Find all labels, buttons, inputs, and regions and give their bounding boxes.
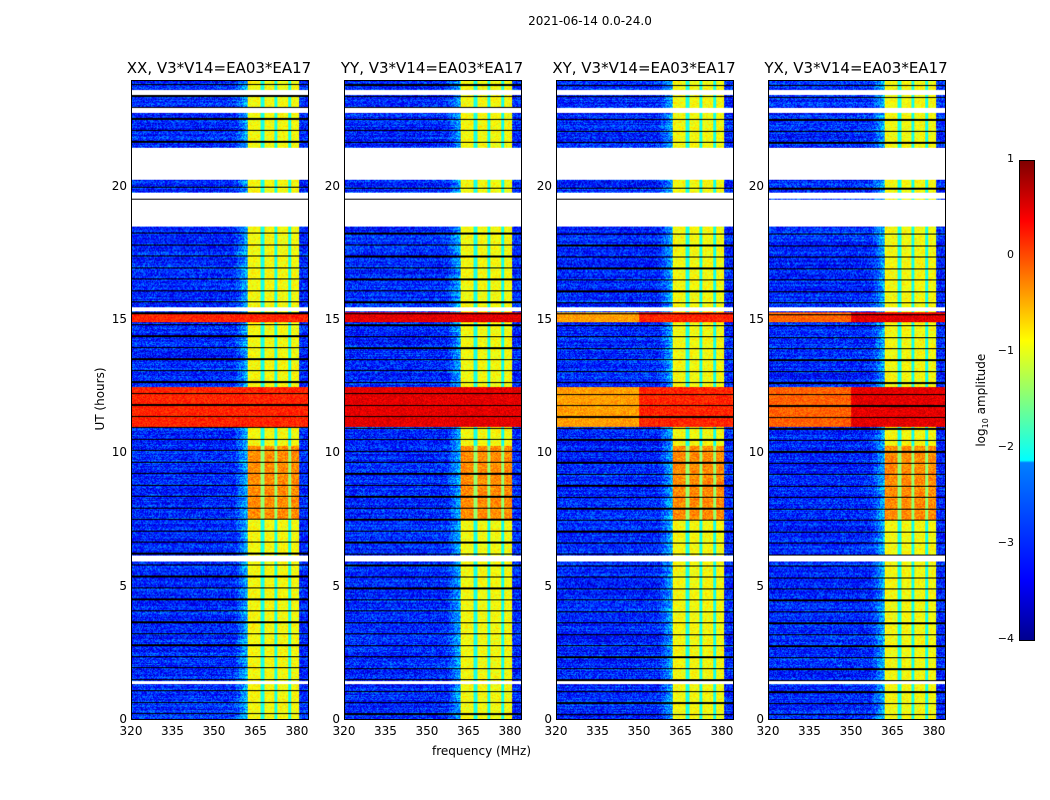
x-tick-label: 350 <box>415 724 439 738</box>
y-tick-label: 5 <box>332 578 340 593</box>
x-tick-label: 320 <box>332 724 356 738</box>
x-tick-label: 350 <box>202 724 226 738</box>
heatmap-panel <box>344 80 522 720</box>
colorbar-tick-label: 1 <box>1007 152 1014 165</box>
y-tick-label: 10 <box>324 445 340 460</box>
y-tick-label: 15 <box>748 312 764 326</box>
heatmap-panel <box>768 80 946 720</box>
panel-title: YX, V3*V14=EA03*EA17 <box>764 59 948 77</box>
heatmap-panel <box>131 80 309 720</box>
panel-title: YY, V3*V14=EA03*EA17 <box>340 59 524 77</box>
y-tick-label: 0 <box>544 712 552 726</box>
y-tick-label: 20 <box>324 178 340 193</box>
y-tick-label: 10 <box>111 445 127 460</box>
y-tick-label: 20 <box>111 178 127 193</box>
figure-title: 2021-06-14 0.0-24.0 <box>528 14 652 28</box>
heatmap-panel <box>556 80 734 720</box>
y-tick-label: 10 <box>536 445 552 460</box>
panel-title: XY, V3*V14=EA03*EA17 <box>552 59 736 77</box>
x-tick-label: 380 <box>710 724 734 738</box>
y-axis-label: UT (hours) <box>93 367 107 431</box>
y-tick-label: 5 <box>544 578 552 593</box>
x-tick-label: 320 <box>756 724 780 738</box>
colorbar-tick-label: −4 <box>997 632 1014 645</box>
x-tick-label: 320 <box>119 724 143 738</box>
x-tick-label: 335 <box>374 724 397 738</box>
x-tick-label: 380 <box>498 724 522 738</box>
x-axis-label: frequency (MHz) <box>432 744 532 758</box>
x-tick-label: 380 <box>285 724 309 738</box>
y-tick-label: 5 <box>119 578 127 593</box>
x-tick-label: 350 <box>627 724 651 738</box>
x-tick-label: 320 <box>544 724 568 738</box>
colorbar-tick-label: −3 <box>997 536 1014 549</box>
y-tick-label: 15 <box>536 312 552 326</box>
x-tick-label: 365 <box>669 724 692 738</box>
panel-title: XX, V3*V14=EA03*EA17 <box>126 59 312 77</box>
x-tick-label: 380 <box>922 724 946 738</box>
y-tick-label: 5 <box>756 578 764 593</box>
colorbar-tick-label: 0 <box>1007 248 1014 261</box>
y-tick-label: 10 <box>748 445 764 460</box>
x-tick-label: 335 <box>161 724 184 738</box>
x-tick-label: 335 <box>798 724 821 738</box>
y-tick-label: 0 <box>756 712 764 726</box>
y-tick-label: 0 <box>119 712 127 726</box>
x-tick-label: 365 <box>881 724 904 738</box>
colorbar <box>1019 160 1035 641</box>
y-tick-label: 20 <box>748 178 764 193</box>
colorbar-tick-label: −1 <box>997 344 1014 357</box>
y-tick-label: 15 <box>111 312 127 326</box>
x-tick-label: 350 <box>839 724 863 738</box>
x-tick-label: 365 <box>457 724 480 738</box>
x-tick-label: 335 <box>586 724 609 738</box>
y-tick-label: 15 <box>324 312 340 326</box>
colorbar-tick-label: −2 <box>997 440 1014 453</box>
x-tick-label: 365 <box>244 724 267 738</box>
colorbar-label: log10 amplitude <box>973 353 991 447</box>
y-tick-label: 0 <box>332 712 340 726</box>
y-tick-label: 20 <box>536 178 552 193</box>
